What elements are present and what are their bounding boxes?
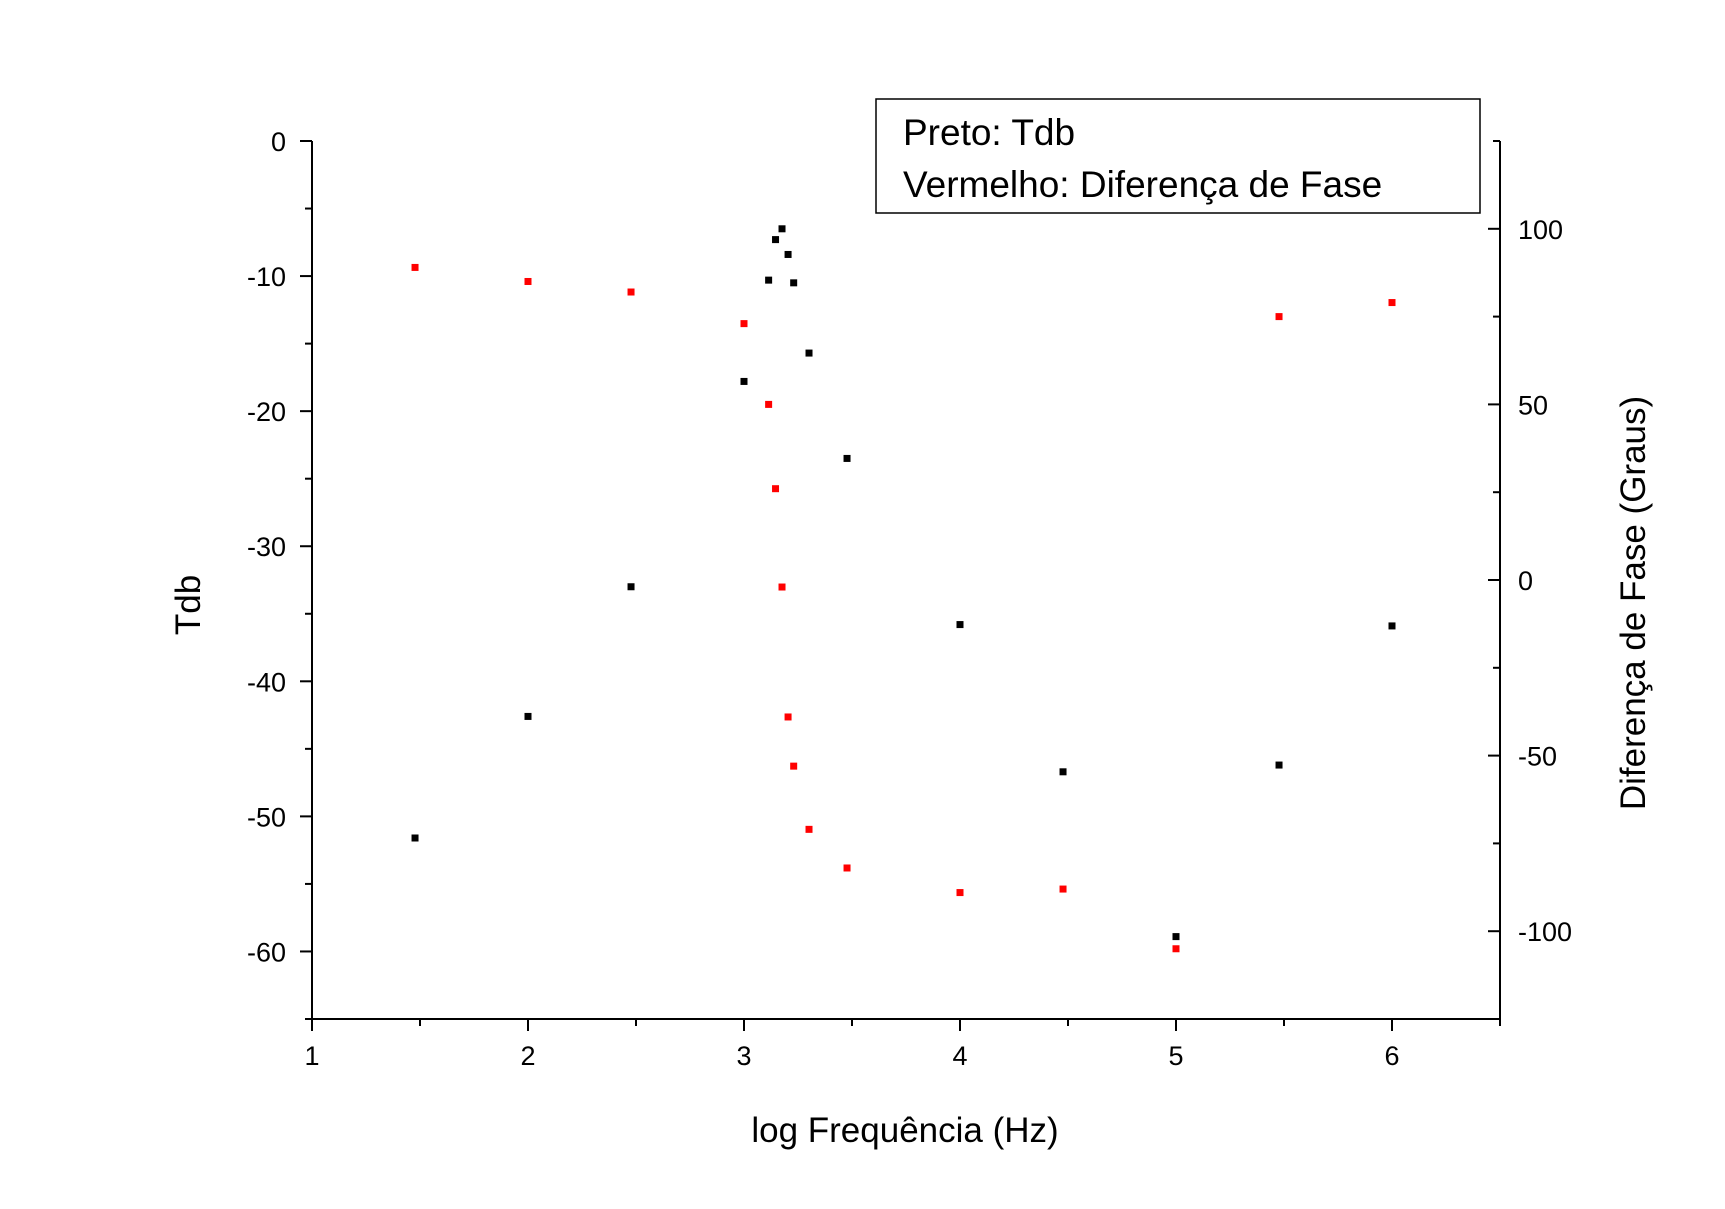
tdb-point — [784, 250, 792, 258]
y2-tick-label: 100 — [1518, 215, 1563, 245]
tdb-point — [790, 279, 798, 287]
tdb-point — [778, 225, 786, 233]
phase-point — [765, 400, 773, 408]
phase-point — [805, 825, 813, 833]
y2-tick-label: 0 — [1518, 566, 1533, 596]
tdb-point — [1172, 933, 1180, 941]
y-tick-label: -30 — [247, 532, 286, 562]
axes-layer: 1 2 3 4 5 6 0 -10 -20 -30 -40 -50 -60 100 50 0 -50 -100 — [247, 127, 1572, 1071]
y2-axis-title: Diferença de Fase (Graus) — [1614, 396, 1653, 810]
tdb-point — [1388, 622, 1396, 630]
tdb-point — [524, 712, 532, 720]
legend-box — [875, 98, 1481, 214]
phase-point — [1172, 945, 1180, 953]
tdb-point — [805, 349, 813, 357]
phase-point — [784, 713, 792, 721]
tdb-point — [843, 454, 851, 462]
data-points-layer — [411, 225, 1396, 953]
phase-point — [411, 263, 419, 271]
tdb-point — [411, 834, 419, 842]
phase-point — [790, 762, 798, 770]
x-axis-title: log Frequência (Hz) — [751, 1111, 1058, 1150]
legend-line-2: Vermelho: Diferença de Fase — [903, 164, 1382, 205]
y-tick-label: 0 — [271, 127, 286, 157]
tdb-point — [1059, 768, 1067, 776]
y2-tick-label: 50 — [1518, 390, 1548, 420]
y2-tick-label: -50 — [1518, 742, 1557, 772]
tdb-point — [772, 236, 780, 244]
phase-point — [1275, 313, 1283, 321]
y-tick-label: -10 — [247, 262, 286, 292]
phase-point — [524, 277, 532, 285]
x-tick-label: 5 — [1168, 1041, 1183, 1071]
phase-point — [778, 583, 786, 591]
tdb-point — [765, 276, 773, 284]
y2-tick-label: -100 — [1518, 917, 1572, 947]
x-tick-label: 3 — [736, 1041, 751, 1071]
x-tick-label: 2 — [520, 1041, 535, 1071]
phase-point — [772, 485, 780, 493]
tdb-point — [627, 583, 635, 591]
y-tick-label: -60 — [247, 937, 286, 967]
legend-line-1: Preto: Tdb — [903, 112, 1075, 153]
tdb-point — [740, 377, 748, 385]
phase-point — [1388, 299, 1396, 307]
tdb-point — [1275, 761, 1283, 769]
phase-point — [627, 288, 635, 296]
y-axis-title: Tdb — [169, 575, 208, 635]
y-tick-label: -20 — [247, 397, 286, 427]
y-tick-label: -40 — [247, 667, 286, 697]
x-tick-label: 1 — [304, 1041, 319, 1071]
phase-point — [740, 320, 748, 328]
x-tick-label: 6 — [1384, 1041, 1399, 1071]
phase-point — [1059, 885, 1067, 893]
tdb-point — [956, 621, 964, 629]
y-tick-label: -50 — [247, 802, 286, 832]
phase-point — [956, 889, 964, 897]
x-tick-label: 4 — [952, 1041, 967, 1071]
phase-point — [843, 864, 851, 872]
legend: Preto: Tdb Vermelho: Diferença de Fase — [875, 98, 1481, 214]
